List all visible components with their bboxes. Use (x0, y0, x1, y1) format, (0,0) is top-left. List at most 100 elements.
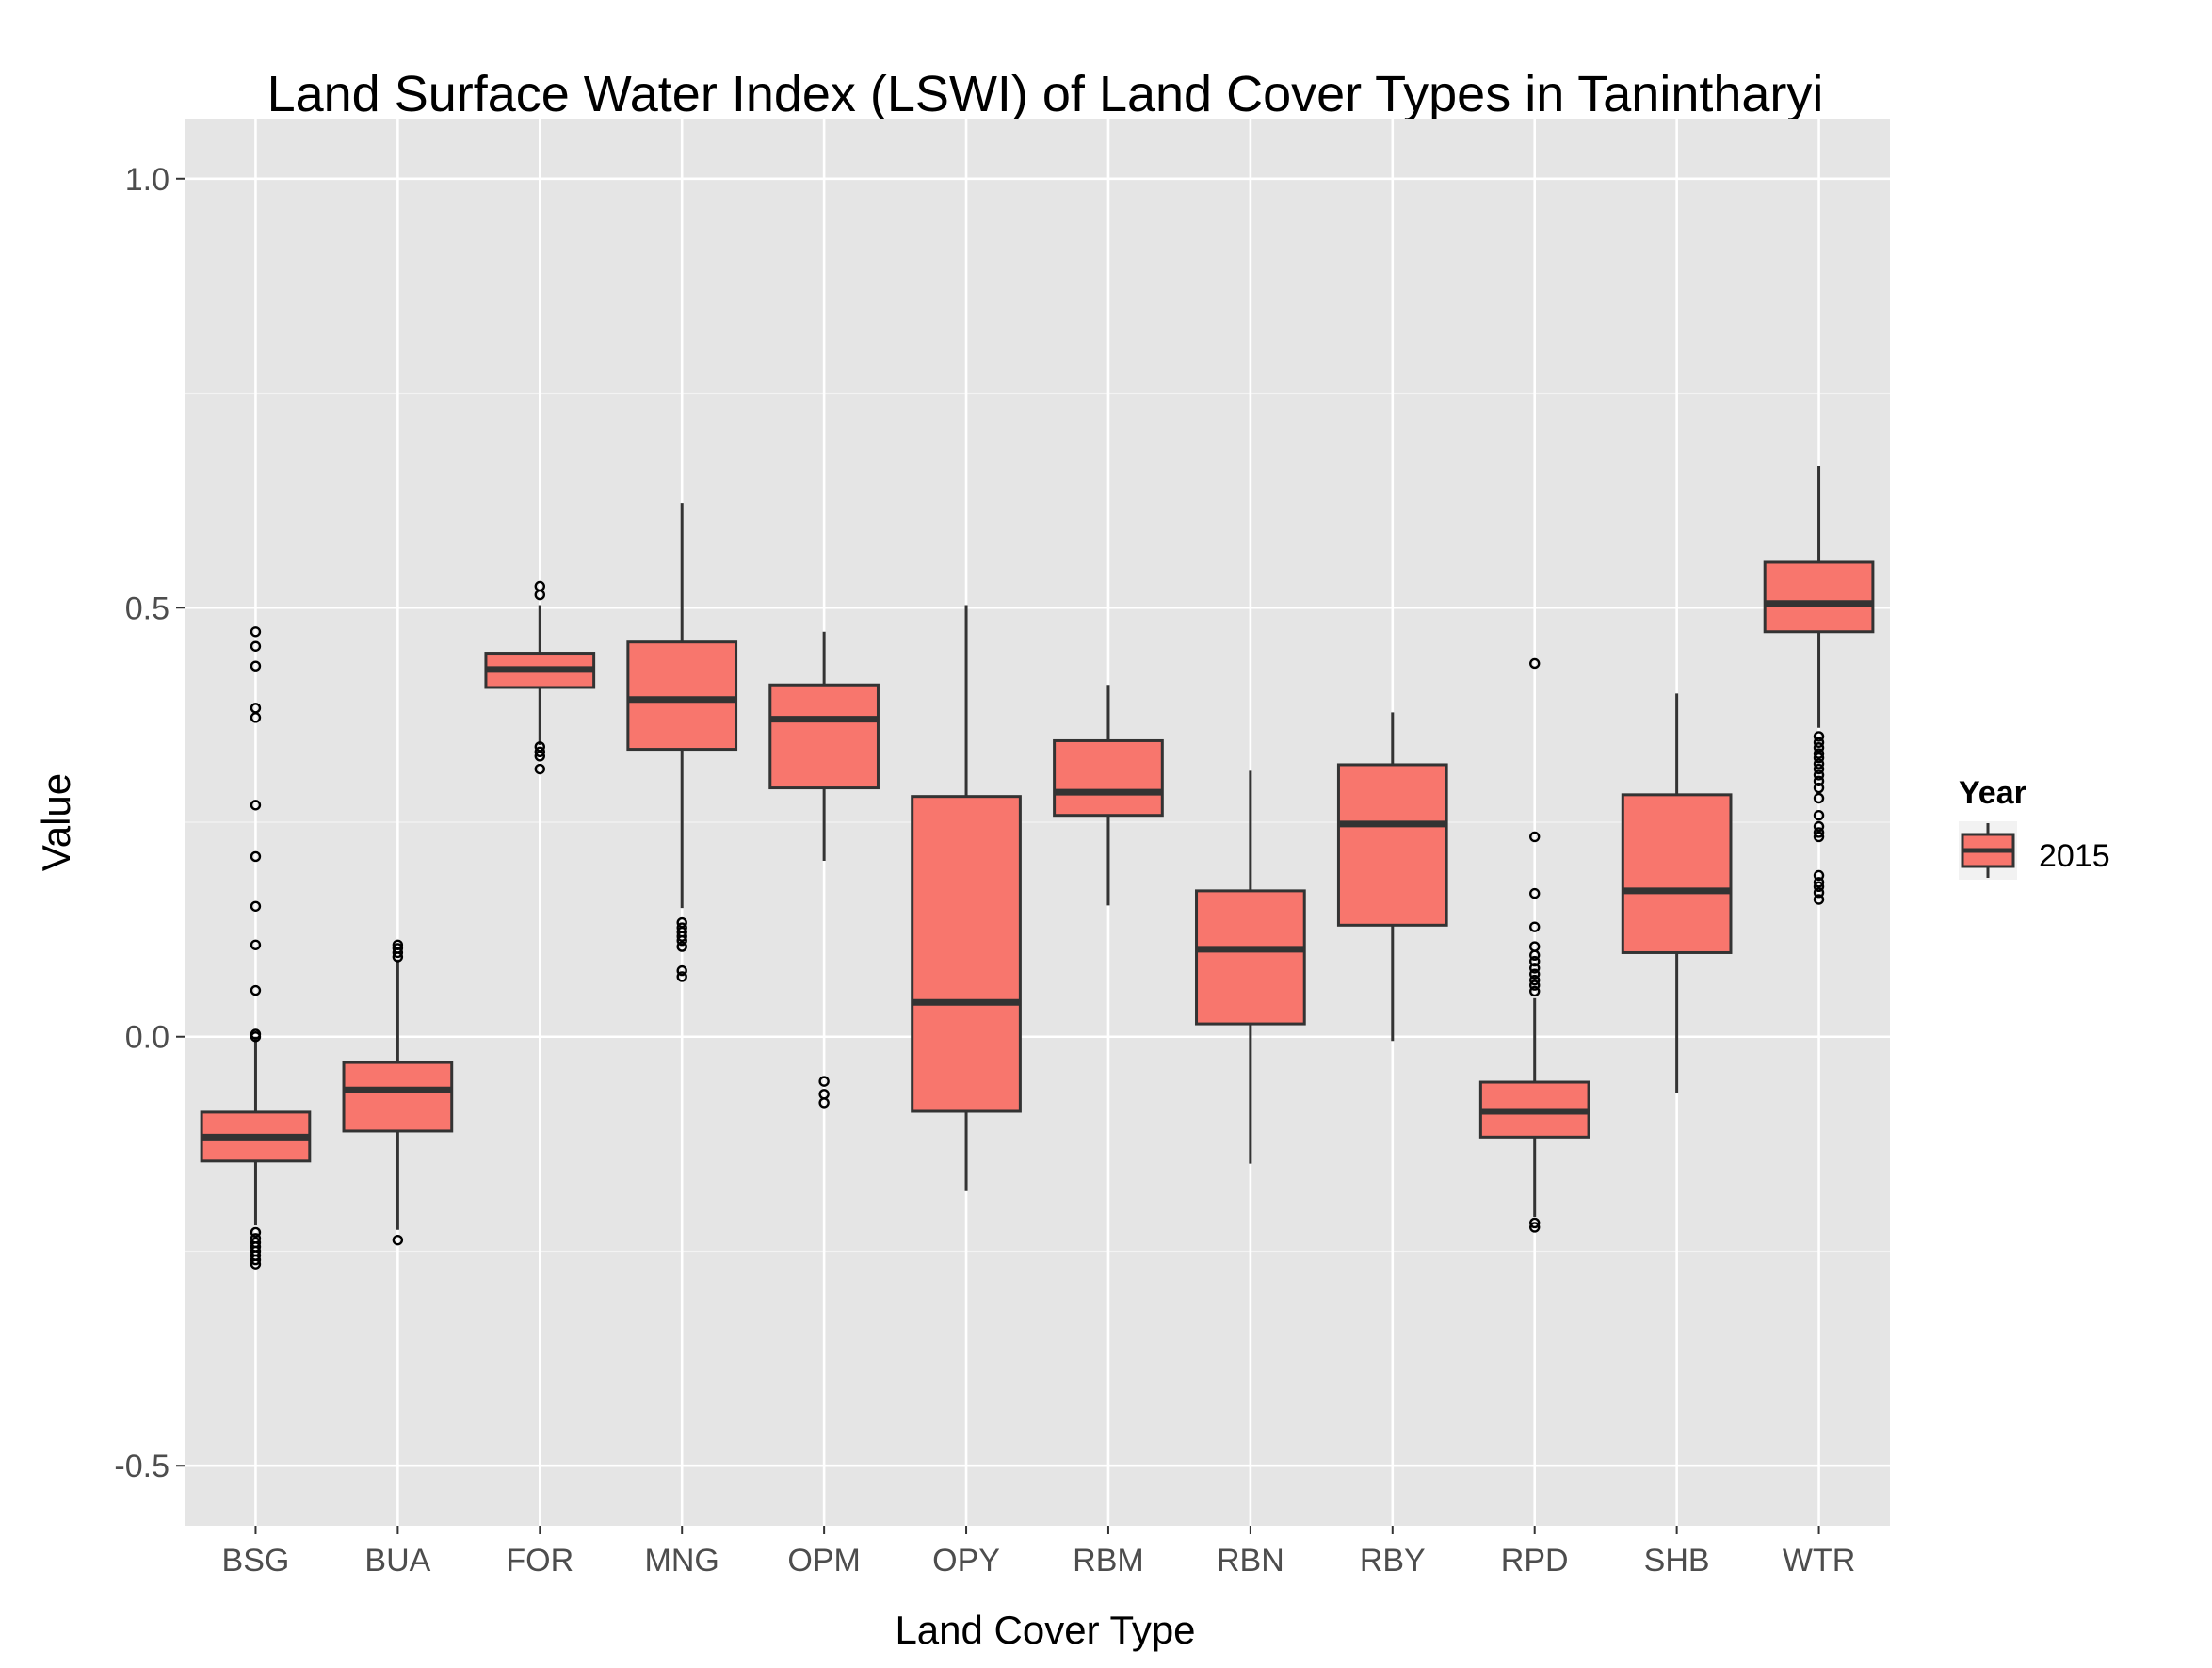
x-tick-label-mng: MNG (645, 1543, 719, 1579)
box-iqr (911, 795, 1022, 1113)
outlier-point (1813, 887, 1825, 899)
outlier-point (676, 931, 687, 942)
chart-title: Land Surface Water Index (LSWI) of Land … (267, 66, 1824, 122)
outlier-point (1529, 963, 1541, 974)
outlier-point (250, 800, 262, 811)
outlier-point (250, 900, 262, 912)
outlier-point (1813, 758, 1825, 769)
outlier-point (250, 1254, 262, 1266)
outlier-point (818, 1076, 830, 1087)
outlier-point (250, 1031, 262, 1043)
x-tick-label-rpd: RPD (1501, 1543, 1569, 1579)
outlier-point (1813, 748, 1825, 759)
outlier-point (676, 941, 687, 952)
legend-key-2015 (1959, 821, 2017, 880)
outlier-point (1813, 827, 1825, 838)
box-rbn (1195, 770, 1306, 1164)
outlier-point (1813, 869, 1825, 882)
outlier-point (1813, 782, 1825, 794)
outlier-point (1529, 831, 1541, 843)
outlier-point (250, 850, 262, 863)
outlier-point (676, 935, 687, 947)
x-tick-label-opm: OPM (787, 1543, 860, 1579)
outlier-point (1529, 974, 1541, 986)
outlier-point (250, 626, 262, 638)
outlier-point (1813, 752, 1825, 764)
outlier-point (250, 660, 262, 672)
x-tick-label-wtr: WTR (1783, 1543, 1855, 1579)
box-bua (342, 939, 454, 1246)
outlier-point (1813, 763, 1825, 775)
box-opm (768, 631, 880, 1109)
x-tick-label-opy: OPY (932, 1543, 1000, 1579)
outlier-point (1813, 894, 1825, 905)
x-axis-title: Land Cover Type (895, 1608, 1195, 1652)
y-axis-title: Value (34, 773, 78, 871)
y-tick-label: 0.5 (125, 591, 170, 626)
outlier-point (1813, 742, 1825, 753)
outlier-point (250, 640, 262, 652)
legend-title: Year (1959, 775, 2026, 811)
box-wtr (1763, 465, 1875, 905)
box-iqr (1053, 738, 1164, 818)
outlier-point (1813, 881, 1825, 893)
x-tick-label-for: FOR (506, 1543, 573, 1579)
outlier-point (1813, 792, 1825, 804)
y-tick-label: -0.5 (114, 1449, 170, 1484)
outlier-point (250, 984, 262, 996)
x-tick-label-bua: BUA (364, 1543, 430, 1579)
outlier-point (392, 1234, 404, 1246)
outlier-point (1529, 968, 1541, 980)
box-shb (1621, 693, 1733, 1093)
box-series (200, 465, 1875, 1270)
y-tick-label: 1.0 (125, 162, 170, 198)
box-for (484, 580, 596, 775)
box-iqr (1763, 560, 1875, 634)
box-rby (1336, 712, 1448, 1042)
outlier-point (534, 746, 545, 757)
box-mng (626, 503, 738, 982)
legend: Year 2015 (1959, 775, 2110, 880)
outlier-point (1813, 820, 1825, 833)
box-rbm (1053, 685, 1164, 906)
y-tick-label: 0.0 (125, 1020, 170, 1056)
outlier-point (1813, 769, 1825, 781)
outlier-point (534, 751, 545, 762)
outlier-point (392, 947, 404, 959)
box-iqr (626, 640, 738, 752)
x-tick-label-shb: SHB (1644, 1543, 1710, 1579)
outlier-point (1529, 949, 1541, 961)
outlier-point (250, 1226, 262, 1239)
outlier-point (1529, 921, 1541, 932)
box-iqr (342, 1061, 454, 1133)
outlier-point (676, 971, 687, 982)
outlier-point (1529, 985, 1541, 997)
outlier-point (534, 589, 545, 601)
x-tick-label-rby: RBY (1360, 1543, 1426, 1579)
outlier-point (1529, 887, 1541, 899)
outlier-point (1529, 1222, 1541, 1233)
outlier-point (1813, 737, 1825, 748)
outlier-point (818, 1097, 830, 1109)
box-rpd (1478, 657, 1590, 1233)
legend-label-2015: 2015 (2039, 838, 2110, 874)
outlier-point (676, 964, 687, 977)
x-tick-label-rbn: RBN (1217, 1543, 1284, 1579)
outlier-point (1529, 1217, 1541, 1229)
outlier-point (1813, 775, 1825, 786)
y-axis: -0.5 0.0 0.5 1.0 (114, 162, 185, 1484)
x-tick-label-rbm: RBM (1073, 1543, 1144, 1579)
outlier-point (1813, 877, 1825, 888)
box-bsg (200, 626, 312, 1270)
outlier-point (392, 951, 404, 963)
outlier-point (250, 1258, 262, 1270)
outlier-point (1813, 731, 1825, 742)
outlier-point (1529, 657, 1541, 670)
outlier-point (250, 939, 262, 950)
outlier-point (250, 712, 262, 723)
box-iqr (768, 683, 880, 790)
box-iqr (1336, 763, 1448, 927)
outlier-point (1529, 980, 1541, 991)
box-opy (911, 605, 1022, 1191)
